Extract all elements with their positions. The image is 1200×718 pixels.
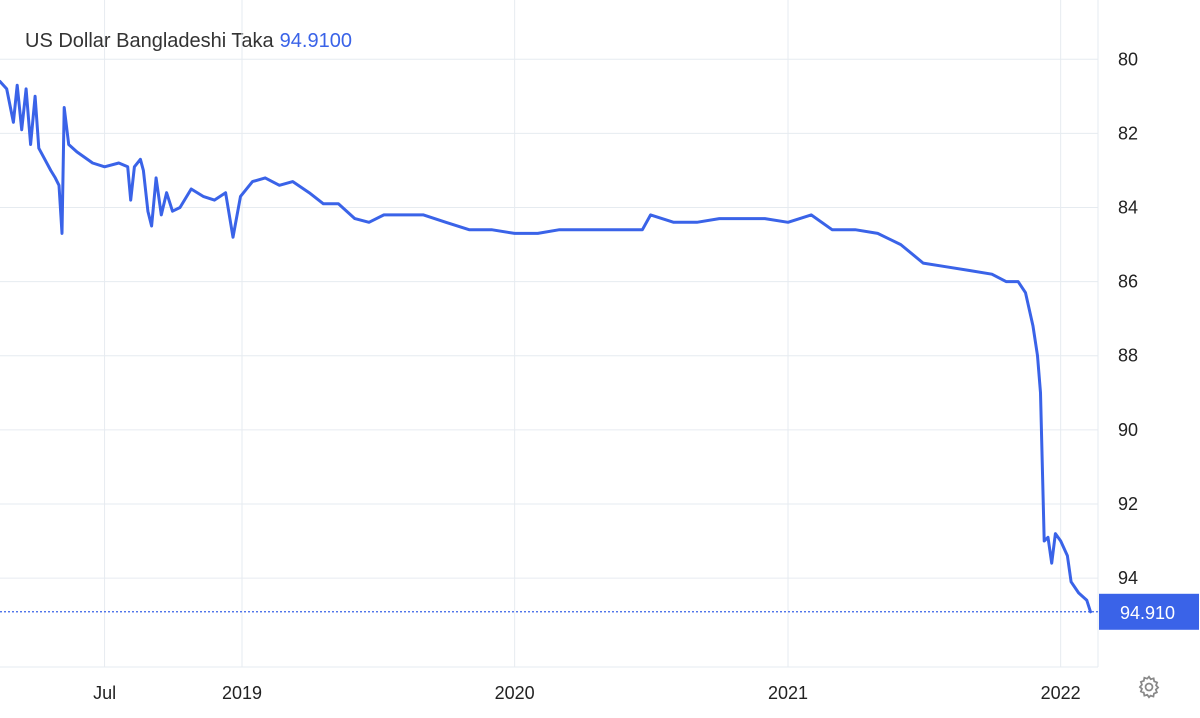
- x-tick-label: 2020: [495, 683, 535, 703]
- x-tick-label: 2019: [222, 683, 262, 703]
- y-tick-label: 86: [1118, 272, 1138, 292]
- y-tick-label: 88: [1118, 346, 1138, 366]
- x-tick-label: Jul: [93, 683, 116, 703]
- series-line: [0, 80, 1092, 614]
- y-tick-label: 82: [1118, 123, 1138, 143]
- chart-title-value: 94.9100: [279, 30, 352, 52]
- y-tick-label: 90: [1118, 420, 1138, 440]
- last-value-label: 94.910: [1120, 603, 1175, 623]
- y-tick-label: 84: [1118, 198, 1138, 218]
- x-tick-label: 2021: [768, 683, 808, 703]
- chart-title: US Dollar Bangladeshi Taka 94.9100: [25, 30, 352, 53]
- chart-title-name: US Dollar Bangladeshi Taka: [25, 30, 274, 52]
- y-tick-label: 92: [1118, 494, 1138, 514]
- last-value-badge-bg: [1099, 593, 1199, 630]
- x-tick-label: 2022: [1041, 683, 1081, 703]
- gear-icon[interactable]: [1136, 674, 1162, 700]
- last-value-badge: 94.910: [1099, 593, 1199, 630]
- y-tick-label: 80: [1118, 49, 1138, 69]
- y-tick-label: 94: [1118, 568, 1138, 588]
